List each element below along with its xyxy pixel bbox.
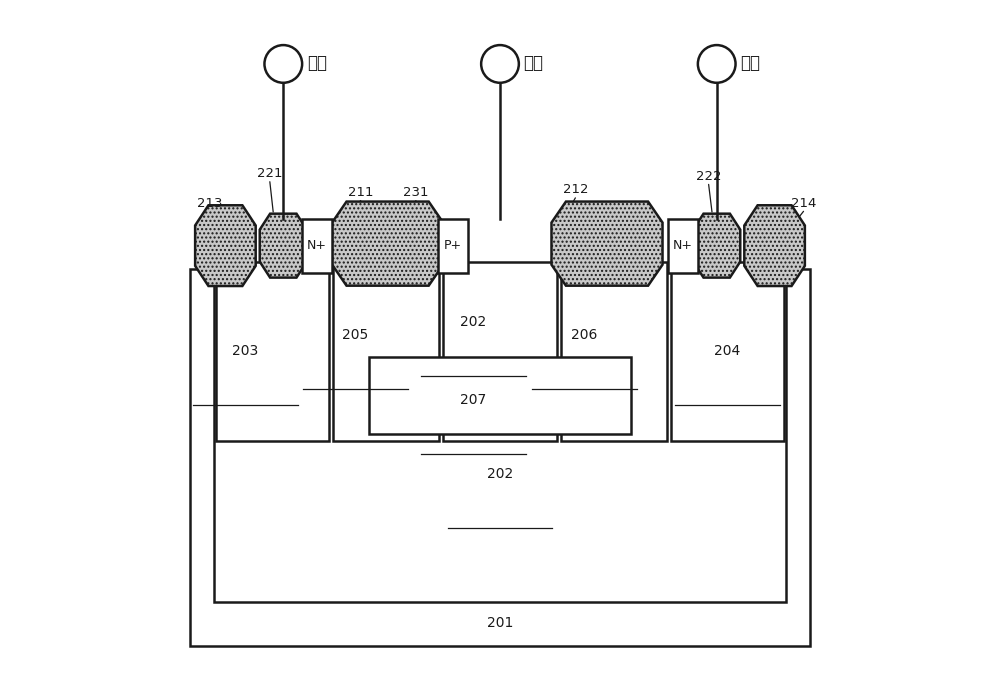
- Bar: [369, 357, 631, 434]
- Text: 211: 211: [348, 186, 373, 199]
- Text: P+: P+: [444, 239, 462, 252]
- Bar: [561, 262, 667, 441]
- Bar: [214, 269, 786, 602]
- Bar: [302, 219, 332, 273]
- Text: 207: 207: [460, 394, 486, 407]
- Text: N+: N+: [307, 239, 327, 252]
- Text: 231: 231: [403, 186, 429, 199]
- Text: 阴极: 阴极: [307, 54, 327, 71]
- Text: 205: 205: [342, 328, 368, 342]
- Polygon shape: [260, 214, 307, 278]
- Text: 214: 214: [791, 197, 816, 210]
- Text: 206: 206: [571, 328, 597, 342]
- Text: 204: 204: [714, 345, 741, 358]
- Bar: [443, 262, 557, 441]
- Bar: [438, 219, 468, 273]
- Text: 202: 202: [460, 315, 486, 328]
- Polygon shape: [332, 202, 443, 285]
- Bar: [671, 262, 784, 441]
- Text: N+: N+: [673, 239, 693, 252]
- Bar: [216, 262, 329, 441]
- Polygon shape: [551, 202, 663, 285]
- Text: 阴极: 阴极: [740, 54, 760, 71]
- Text: 222: 222: [696, 170, 721, 183]
- Text: 221: 221: [257, 167, 283, 180]
- Text: 212: 212: [563, 183, 588, 197]
- Polygon shape: [744, 205, 805, 286]
- Polygon shape: [195, 205, 256, 286]
- Bar: [190, 269, 810, 646]
- Bar: [668, 219, 698, 273]
- Text: 202: 202: [487, 468, 513, 481]
- Bar: [333, 262, 439, 441]
- Text: 203: 203: [232, 345, 259, 358]
- Text: 213: 213: [197, 197, 222, 210]
- Text: 201: 201: [487, 616, 513, 630]
- Polygon shape: [693, 214, 740, 278]
- Text: 阳极: 阳极: [524, 54, 544, 71]
